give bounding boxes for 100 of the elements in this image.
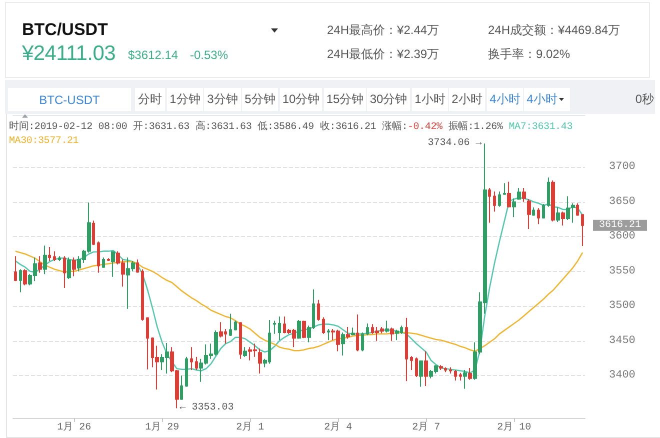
text: 5分钟 xyxy=(242,88,278,111)
candlestick xyxy=(43,245,47,275)
candlestick xyxy=(141,268,144,322)
candlestick xyxy=(102,256,105,268)
text: 4小时 xyxy=(524,88,570,111)
y-tick-label: 3550 xyxy=(609,265,636,278)
candlestick xyxy=(14,256,17,282)
candlestick xyxy=(322,316,325,334)
candlestick xyxy=(576,202,579,216)
chart-title: BTC/USDT xyxy=(22,20,108,40)
text: 24H成交额：¥4469.84万 xyxy=(488,23,620,38)
x-tick-label: 2月 4 xyxy=(324,422,352,434)
candlestick xyxy=(346,326,350,340)
text: 2小时 xyxy=(449,88,485,111)
candlestick xyxy=(532,206,535,216)
candlestick xyxy=(503,182,506,196)
candlestick xyxy=(63,256,66,289)
x-tick-label: 1月 29 xyxy=(145,422,180,434)
candlestick xyxy=(273,320,276,334)
y-tick-label: 3400 xyxy=(609,370,636,382)
candlestick xyxy=(556,206,560,223)
annotation: 收:3616.21 xyxy=(320,121,376,134)
x-tick-label: 2月 1 xyxy=(236,422,264,434)
candlestick xyxy=(439,364,443,371)
candlestick xyxy=(234,320,237,331)
text: 0秒 xyxy=(634,91,654,108)
candlestick xyxy=(19,268,22,293)
text: 4小时 xyxy=(487,88,523,111)
candlestick xyxy=(498,190,501,208)
candlestick xyxy=(180,375,183,400)
candlestick xyxy=(190,346,193,371)
y-tick-label: 3450 xyxy=(609,334,636,347)
candlestick xyxy=(522,187,526,202)
annotation: 振幅:1.26% xyxy=(448,121,503,134)
text: BTC-USDT xyxy=(8,88,131,111)
candlestick xyxy=(243,346,247,358)
candlestick xyxy=(537,208,540,225)
candlestick xyxy=(185,356,188,388)
candlestick xyxy=(561,211,565,226)
candlestick xyxy=(107,258,110,262)
candlestick xyxy=(327,328,330,341)
text: 分时 xyxy=(135,88,165,111)
line-series xyxy=(14,197,584,374)
text: 10分钟 xyxy=(280,88,322,111)
candlestick xyxy=(551,180,555,222)
annotation: 时间:2019-02-12 08:00 xyxy=(9,121,128,134)
text: 3616.21 xyxy=(599,220,642,231)
candlestick xyxy=(468,367,472,380)
candlestick xyxy=(366,322,369,336)
candlestick xyxy=(493,190,496,212)
candlestick xyxy=(278,316,281,341)
text: -0.53% xyxy=(190,48,228,63)
text: 15分钟 xyxy=(324,88,366,111)
candlestick xyxy=(449,366,452,374)
line-series xyxy=(14,250,584,352)
annotation: 低:3586.49 xyxy=(258,121,314,134)
candlestick xyxy=(258,348,262,374)
candlestick xyxy=(67,256,71,280)
annotation: 涨幅:-0.42% xyxy=(382,121,442,134)
candlestick xyxy=(92,220,95,246)
candlestick xyxy=(146,316,149,370)
candlestick xyxy=(356,314,359,352)
candlestick xyxy=(317,299,320,322)
text: 30分钟 xyxy=(367,88,410,111)
annotation: ← 3353.03 xyxy=(180,402,234,414)
annotation: 开:3631.63 xyxy=(133,121,190,134)
text: MA7:3631.43 xyxy=(508,121,573,134)
candlestick xyxy=(405,317,408,382)
text: 1小时 xyxy=(412,88,448,111)
annotation: 3734.06 → xyxy=(428,138,482,149)
candlestick xyxy=(507,181,511,208)
x-tick-label: 2月 10 xyxy=(497,422,532,434)
candlestick xyxy=(111,250,115,278)
text: 24H最高价：¥2.44万 xyxy=(327,23,440,38)
candlestick xyxy=(527,198,531,230)
text: 1分钟 xyxy=(167,88,203,111)
candlestick xyxy=(48,246,51,262)
candlestick xyxy=(542,203,545,220)
candlestick xyxy=(454,370,457,381)
text: 换手率：9.02% xyxy=(488,47,570,62)
candlestick xyxy=(419,360,423,388)
candlestick xyxy=(385,320,389,334)
annotation: 高:3631.63 xyxy=(195,121,252,134)
candlestick xyxy=(547,177,550,208)
candlestick xyxy=(463,370,467,390)
candlestick xyxy=(424,350,428,387)
candlestick xyxy=(395,329,399,341)
candlestick xyxy=(53,250,56,262)
candlestick xyxy=(72,256,76,277)
x-tick-label: 1月 26 xyxy=(57,422,92,434)
candlestick xyxy=(415,357,418,378)
text: MA30:3577.21 xyxy=(9,135,79,148)
y-tick-label: 3650 xyxy=(609,196,636,208)
text: 24H最低价：¥2.39万 xyxy=(327,47,440,62)
candlestick xyxy=(38,256,42,274)
candlestick xyxy=(390,327,394,342)
candlestick xyxy=(410,356,413,371)
candlestick xyxy=(239,322,242,360)
candlestick xyxy=(361,332,364,352)
candlestick xyxy=(517,187,521,200)
